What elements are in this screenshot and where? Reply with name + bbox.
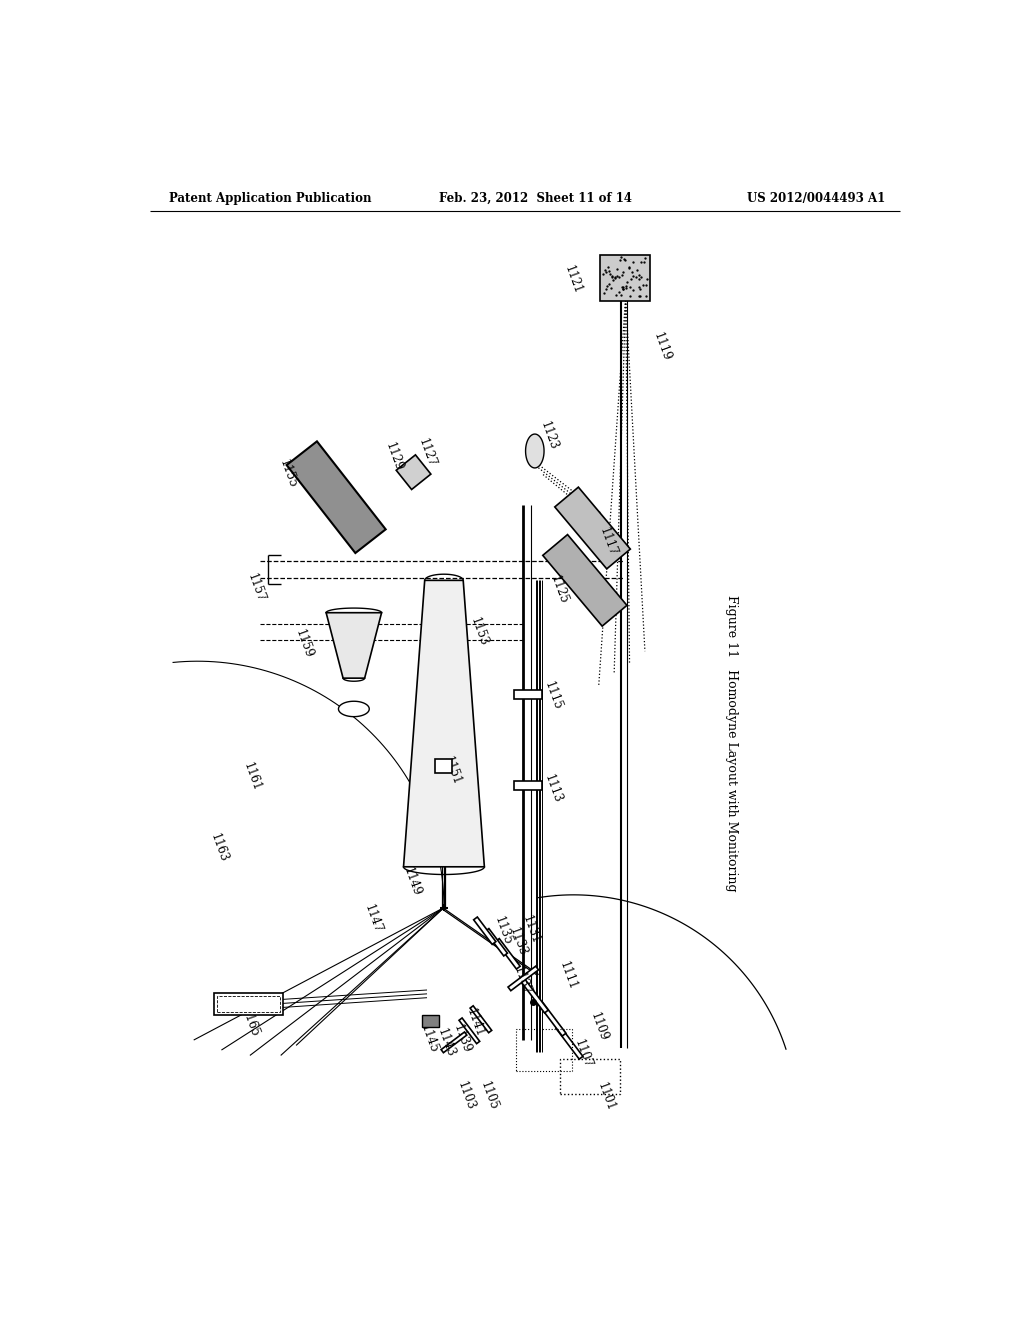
Text: 1165: 1165 (239, 1006, 261, 1039)
Text: 1155: 1155 (278, 458, 300, 490)
Polygon shape (525, 434, 544, 467)
Text: 1143: 1143 (435, 1026, 458, 1059)
Text: 1117: 1117 (597, 525, 620, 558)
Polygon shape (539, 1002, 566, 1036)
Text: 1135: 1135 (493, 915, 514, 946)
Text: Feb. 23, 2012  Sheet 11 of 14: Feb. 23, 2012 Sheet 11 of 14 (438, 191, 632, 205)
Text: 1101: 1101 (595, 1080, 617, 1113)
Text: 1131: 1131 (520, 913, 542, 946)
Polygon shape (485, 928, 508, 956)
Text: 1163: 1163 (208, 832, 230, 863)
Text: 1103: 1103 (455, 1080, 477, 1113)
Polygon shape (459, 1018, 479, 1044)
Text: 1151: 1151 (441, 755, 464, 787)
Text: 1141: 1141 (464, 1007, 486, 1039)
Text: Patent Application Publication: Patent Application Publication (169, 191, 372, 205)
Bar (514, 780, 542, 789)
Text: US 2012/0044493 A1: US 2012/0044493 A1 (746, 191, 885, 205)
Polygon shape (555, 487, 631, 569)
Polygon shape (496, 939, 520, 969)
Text: 1111: 1111 (557, 960, 580, 993)
Bar (435, 759, 453, 774)
Text: 1119: 1119 (650, 331, 673, 363)
Bar (422, 1015, 438, 1027)
Polygon shape (287, 441, 386, 553)
Bar (600, 255, 650, 301)
Polygon shape (556, 1026, 583, 1059)
Text: 1139: 1139 (451, 1022, 473, 1055)
Polygon shape (470, 1006, 492, 1032)
Polygon shape (543, 535, 627, 626)
Text: 1161: 1161 (241, 760, 263, 793)
Text: 1115: 1115 (542, 680, 563, 711)
Bar (560, 1059, 621, 1094)
Text: 1147: 1147 (361, 903, 384, 936)
Text: 1127: 1127 (416, 437, 438, 469)
Text: 1113: 1113 (542, 772, 563, 804)
Polygon shape (326, 612, 382, 678)
Bar (515, 1028, 571, 1071)
Text: Figure 11   Homodyne Layout with Monitoring: Figure 11 Homodyne Layout with Monitorin… (725, 595, 737, 892)
Text: 1133: 1133 (507, 927, 529, 958)
Text: 1137: 1137 (511, 965, 532, 997)
Text: 1105: 1105 (477, 1080, 500, 1113)
Text: 1107: 1107 (572, 1038, 595, 1071)
Bar (514, 689, 542, 700)
Text: 1159: 1159 (293, 627, 315, 660)
Polygon shape (403, 581, 484, 867)
Text: 1121: 1121 (562, 264, 585, 296)
Bar (214, 993, 283, 1015)
Polygon shape (339, 701, 370, 717)
Text: 1129: 1129 (383, 441, 406, 474)
Polygon shape (441, 1032, 467, 1053)
Polygon shape (474, 917, 496, 944)
Polygon shape (508, 966, 539, 991)
Polygon shape (521, 979, 548, 1012)
Text: 1109: 1109 (588, 1011, 610, 1043)
Text: 1149: 1149 (400, 866, 423, 899)
Text: 1153: 1153 (467, 615, 489, 648)
Text: 1145: 1145 (418, 1022, 440, 1055)
Polygon shape (396, 455, 431, 490)
Text: 1125: 1125 (548, 573, 569, 606)
Bar (217, 997, 280, 1011)
Text: 1123: 1123 (538, 420, 560, 451)
Text: 1157: 1157 (245, 572, 267, 605)
